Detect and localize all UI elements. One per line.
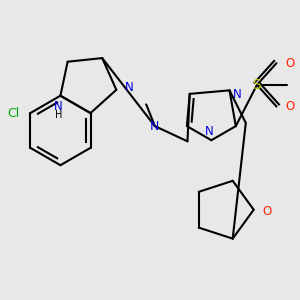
Text: O: O [262,206,272,218]
Text: N: N [125,81,134,94]
Text: O: O [285,57,294,70]
Text: N: N [150,120,160,133]
Text: N: N [233,88,242,101]
Text: H: H [55,110,62,120]
Text: O: O [285,100,294,113]
Text: S: S [253,78,261,92]
Text: N: N [205,125,214,138]
Text: N: N [54,100,63,113]
Text: Cl: Cl [7,106,20,120]
